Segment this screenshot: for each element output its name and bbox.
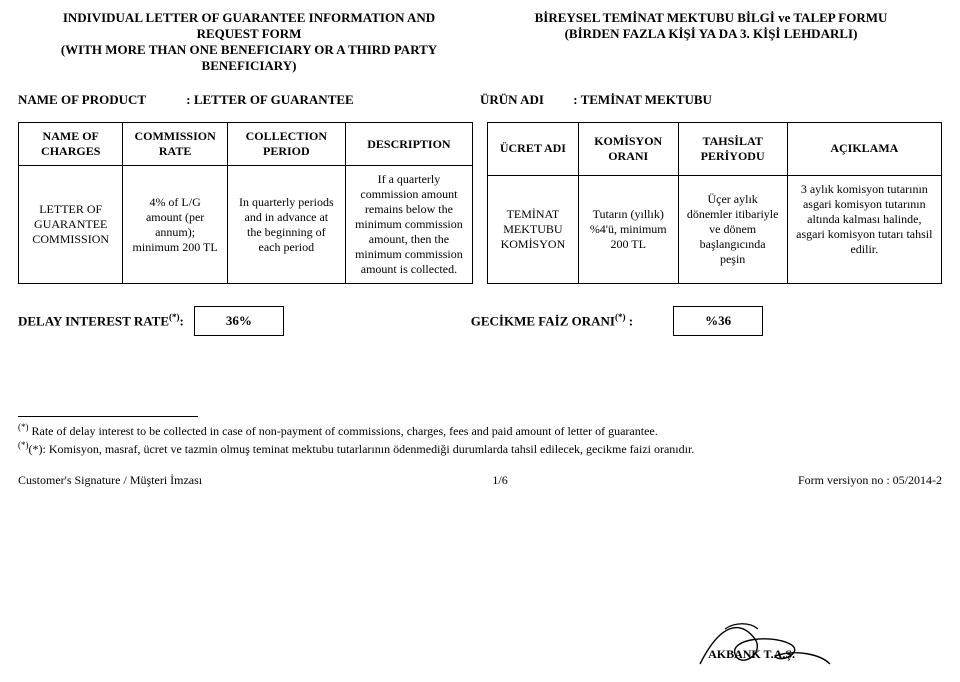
en-r1c1: LETTER OF GUARANTEE COMMISSION (19, 166, 123, 284)
tr-h2: KOMİSYON ORANI (578, 123, 678, 176)
tr-h3: TAHSİLAT PERİYODU (678, 123, 787, 176)
footnotes: (*) Rate of delay interest to be collect… (18, 421, 942, 457)
footnote-2-sup: (*) (18, 440, 29, 450)
signature-icon (680, 614, 840, 678)
product-left: NAME OF PRODUCT : LETTER OF GUARANTEE (18, 92, 480, 108)
tr-r1c1: TEMİNAT MEKTUBU KOMİSYON (488, 175, 579, 283)
delay-tr-label: GECİKME FAİZ ORANI(*) : (471, 306, 673, 329)
delay-en: DELAY INTEREST RATE(*): 36% (18, 306, 471, 336)
delay-tr-value: %36 (673, 306, 763, 336)
en-r1c2: 4% of L/G amount (per annum); minimum 20… (123, 166, 227, 284)
header-left: INDIVIDUAL LETTER OF GUARANTEE INFORMATI… (18, 10, 480, 74)
product-left-value: : LETTER OF GUARANTEE (186, 92, 353, 107)
delay-en-sup: (*) (169, 312, 180, 322)
footnote-2: (*)(*): Komisyon, masraf, ücret ve tazmi… (18, 439, 942, 457)
charges-table-en: NAME OF CHARGES COMMISSION RATE COLLECTI… (18, 122, 473, 284)
en-h3: COLLECTION PERIOD (227, 123, 345, 166)
en-r1c3: In quarterly periods and in advance at t… (227, 166, 345, 284)
delay-tr-sup: (*) (615, 312, 626, 322)
header-left-line4: BENEFICIARY) (18, 58, 480, 74)
delay-tr-pre: GECİKME FAİZ ORANI (471, 313, 615, 328)
en-r1c4: If a quarterly commission amount remains… (345, 166, 472, 284)
charges-table-tr: ÜCRET ADI KOMİSYON ORANI TAHSİLAT PERİYO… (487, 122, 942, 284)
header-right: BİREYSEL TEMİNAT MEKTUBU BİLGİ ve TALEP … (480, 10, 942, 74)
header-left-line1: INDIVIDUAL LETTER OF GUARANTEE INFORMATI… (18, 10, 480, 26)
tr-h1: ÜCRET ADI (488, 123, 579, 176)
product-right: ÜRÜN ADI : TEMİNAT MEKTUBU (480, 92, 942, 108)
header-right-line2: (BİRDEN FAZLA KİŞİ YA DA 3. KİŞİ LEHDARL… (480, 26, 942, 42)
product-right-label: ÜRÜN ADI (480, 92, 570, 108)
product-right-value: : TEMİNAT MEKTUBU (573, 92, 712, 107)
footer: Customer's Signature / Müşteri İmzası 1/… (18, 473, 942, 488)
tr-r1c4: 3 aylık komisyon tutarının asgari komisy… (787, 175, 941, 283)
delay-en-label: DELAY INTEREST RATE(*): (18, 306, 194, 329)
footer-left: Customer's Signature / Müşteri İmzası (18, 473, 202, 488)
delay-tr-post: : (625, 313, 633, 328)
footnote-1-text: Rate of delay interest to be collected i… (29, 424, 658, 438)
en-h4: DESCRIPTION (345, 123, 472, 166)
footer-center: 1/6 (492, 473, 507, 488)
delay-en-pre: DELAY INTEREST RATE (18, 313, 169, 328)
footnote-divider (18, 416, 198, 417)
en-h1: NAME OF CHARGES (19, 123, 123, 166)
footnote-1: (*) Rate of delay interest to be collect… (18, 421, 942, 439)
footnote-1-sup: (*) (18, 422, 29, 432)
product-left-label: NAME OF PRODUCT (18, 92, 183, 108)
delay-en-value: 36% (194, 306, 284, 336)
en-h2: COMMISSION RATE (123, 123, 227, 166)
tr-h4: AÇIKLAMA (787, 123, 941, 176)
header-left-line3: (WITH MORE THAN ONE BENEFICIARY OR A THI… (18, 42, 480, 58)
tr-r1c2: Tutarın (yıllık) %4'ü, minimum 200 TL (578, 175, 678, 283)
header-right-line1: BİREYSEL TEMİNAT MEKTUBU BİLGİ ve TALEP … (480, 10, 942, 26)
footnote-2-text: (*): Komisyon, masraf, ücret ve tazmin o… (29, 442, 695, 456)
footer-version: Form versiyon no : 05/2014-2 (798, 473, 942, 488)
tr-r1c3: Üçer aylık dönemler itibariyle ve dönem … (678, 175, 787, 283)
delay-en-post: : (180, 313, 184, 328)
delay-tr: GECİKME FAİZ ORANI(*) : %36 (471, 306, 942, 336)
header-left-line2: REQUEST FORM (18, 26, 480, 42)
